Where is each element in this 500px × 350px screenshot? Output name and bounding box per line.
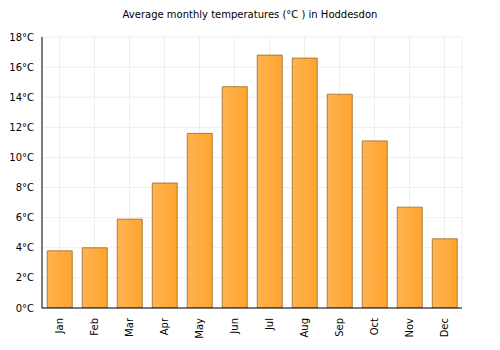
svg-text:6°C: 6°C	[16, 212, 34, 223]
svg-text:Feb: Feb	[89, 318, 100, 336]
svg-text:10°C: 10°C	[9, 152, 34, 163]
svg-text:Oct: Oct	[369, 318, 380, 335]
svg-text:16°C: 16°C	[9, 62, 34, 73]
svg-text:12°C: 12°C	[9, 122, 34, 133]
svg-text:May: May	[194, 318, 205, 339]
svg-text:Dec: Dec	[439, 318, 450, 337]
svg-text:8°C: 8°C	[16, 182, 34, 193]
svg-text:Sep: Sep	[334, 318, 345, 337]
svg-text:0°C: 0°C	[16, 303, 34, 314]
svg-text:4°C: 4°C	[16, 242, 34, 253]
svg-text:Jun: Jun	[229, 318, 240, 335]
html-text:Average monthly temperatures (: Average monthly temperatures (°C ) in Ho…	[122, 9, 378, 20]
svg-text:14°C: 14°C	[9, 92, 34, 103]
svg-text:Nov: Nov	[404, 318, 415, 338]
svg-text:Apr: Apr	[159, 317, 170, 335]
svg-text:Mar: Mar	[124, 317, 135, 337]
svg-text:Jan: Jan	[54, 318, 65, 334]
svg-text:Aug: Aug	[299, 318, 310, 338]
svg-text:Jul: Jul	[264, 318, 275, 331]
svg-text:18°C: 18°C	[9, 32, 34, 43]
svg-text:2°C: 2°C	[16, 272, 34, 283]
